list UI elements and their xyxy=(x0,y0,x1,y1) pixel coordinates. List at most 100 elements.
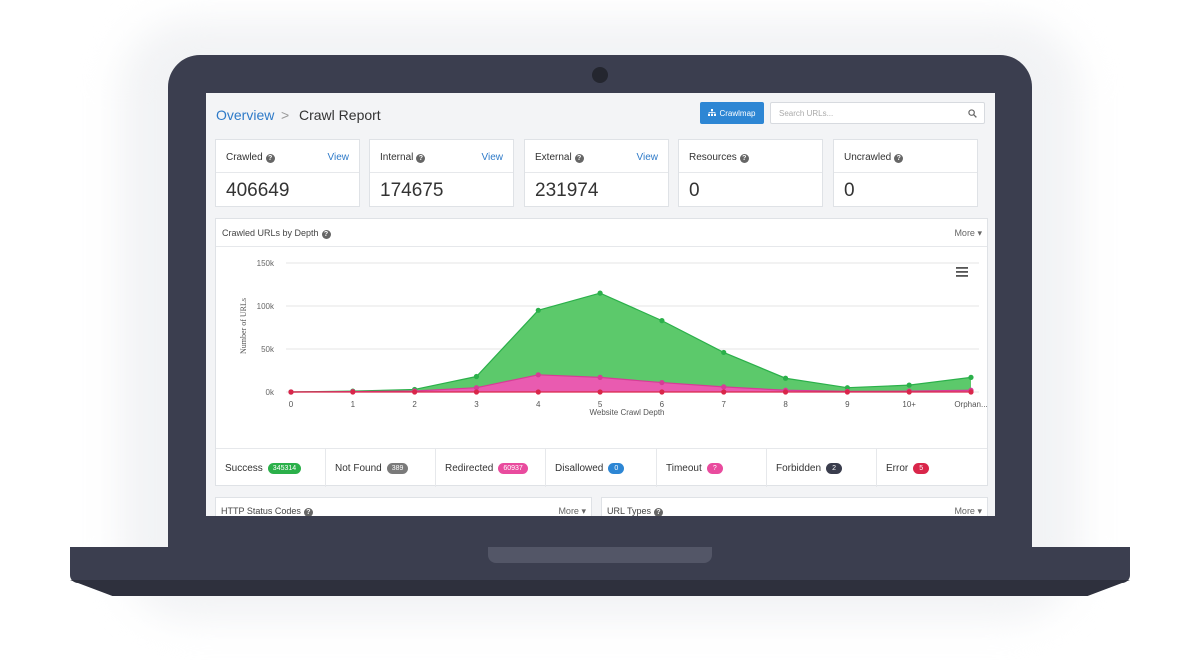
data-point-error[interactable] xyxy=(473,389,480,395)
card-view-link[interactable]: View xyxy=(327,152,350,163)
laptop-camera xyxy=(592,67,608,83)
breadcrumb-separator: > xyxy=(281,107,290,123)
x-tick-label: 7 xyxy=(722,400,727,409)
x-tick-label: 8 xyxy=(783,400,788,409)
crawlmap-button-label: Crawlmap xyxy=(719,108,756,118)
card-label: Internal? xyxy=(380,152,426,163)
status-count-badge: 345314 xyxy=(267,462,302,474)
help-icon[interactable]: ? xyxy=(574,154,584,163)
data-point-success[interactable] xyxy=(906,382,912,388)
card-crawled: Crawled? View 406649 xyxy=(215,139,360,207)
series-area-success xyxy=(291,293,971,392)
series-line-redirected xyxy=(290,374,972,393)
status-label: Not Found xyxy=(335,462,382,474)
data-point-redirected[interactable] xyxy=(721,384,727,390)
status-count-badge: 60937 xyxy=(498,462,528,474)
panel-title: HTTP Status Codes? xyxy=(221,506,313,516)
data-point-success[interactable] xyxy=(844,385,850,391)
card-view-link[interactable]: View xyxy=(636,152,659,163)
x-tick-label: 3 xyxy=(474,400,479,409)
data-point-success[interactable] xyxy=(535,307,541,313)
status-label: Redirected xyxy=(445,462,494,474)
url-types-panel: URL Types? More ▾ xyxy=(601,497,988,516)
more-dropdown[interactable]: More ▾ xyxy=(954,506,982,516)
help-icon[interactable]: ? xyxy=(303,508,313,516)
help-icon[interactable]: ? xyxy=(321,230,331,239)
y-tick-label: 150k xyxy=(257,259,275,268)
data-point-redirected[interactable] xyxy=(659,379,665,386)
panel-title: URL Types? xyxy=(607,506,664,516)
data-point-error[interactable] xyxy=(350,389,356,395)
data-point-success[interactable] xyxy=(659,318,665,324)
data-point-redirected[interactable] xyxy=(597,374,603,380)
sitemap-icon xyxy=(708,109,717,116)
caret-down-icon: ▾ xyxy=(977,228,982,238)
panel-title: Crawled URLs by Depth? xyxy=(222,228,331,239)
caret-down-icon: ▾ xyxy=(977,506,982,516)
card-external: External? View 231974 xyxy=(524,139,669,207)
y-axis-title: Number of URLs xyxy=(239,298,248,354)
data-point-success[interactable] xyxy=(597,290,603,296)
series-area-redirected xyxy=(291,374,971,392)
data-point-success[interactable] xyxy=(473,373,480,380)
y-tick-label: 0k xyxy=(266,388,275,397)
caret-down-icon: ▾ xyxy=(581,506,586,516)
help-icon[interactable]: ? xyxy=(265,154,275,163)
data-point-redirected[interactable] xyxy=(473,385,480,391)
status-not-found[interactable]: Not Found 389 xyxy=(326,449,436,487)
data-point-error[interactable] xyxy=(968,389,974,395)
data-point-error[interactable] xyxy=(535,389,541,395)
card-value: 406649 xyxy=(226,180,290,201)
series-line-success xyxy=(290,292,972,393)
data-point-error[interactable] xyxy=(597,389,603,395)
x-tick-label: 0 xyxy=(289,400,294,409)
x-tick-label: Orphan... xyxy=(954,400,987,409)
search-input[interactable]: Search URLs... xyxy=(770,102,985,124)
search-icon[interactable] xyxy=(968,109,977,118)
data-point-success[interactable] xyxy=(721,349,727,356)
breadcrumb-overview-link[interactable]: Overview xyxy=(216,107,275,123)
data-point-error[interactable] xyxy=(288,389,294,395)
y-tick-label: 100k xyxy=(257,302,275,311)
y-tick-label: 50k xyxy=(261,345,275,354)
x-tick-label: 6 xyxy=(660,400,665,409)
card-label: External? xyxy=(535,152,584,163)
status-redirected[interactable]: Redirected 60937 xyxy=(436,449,546,487)
card-value: 0 xyxy=(844,180,855,201)
data-point-error[interactable] xyxy=(721,389,727,395)
card-uncrawled: Uncrawled? 0 xyxy=(833,139,978,207)
card-label: Uncrawled? xyxy=(844,152,904,163)
data-point-error[interactable] xyxy=(659,389,665,395)
status-success[interactable]: Success 345314 xyxy=(216,449,326,487)
more-dropdown[interactable]: More ▾ xyxy=(954,228,982,238)
status-error[interactable]: Error 5 xyxy=(877,449,987,487)
data-point-error[interactable] xyxy=(782,389,789,395)
card-view-link[interactable]: View xyxy=(481,152,504,163)
status-disallowed[interactable]: Disallowed 0 xyxy=(546,449,657,487)
laptop-notch xyxy=(488,547,712,563)
data-point-redirected[interactable] xyxy=(535,372,541,378)
status-timeout[interactable]: Timeout ? xyxy=(657,449,767,487)
data-point-error[interactable] xyxy=(844,389,850,395)
crawlmap-button[interactable]: Crawlmap xyxy=(700,102,764,124)
status-forbidden[interactable]: Forbidden 2 xyxy=(767,449,877,487)
status-count-badge: 0 xyxy=(608,462,625,474)
hamburger-menu-icon[interactable] xyxy=(956,267,968,277)
more-dropdown[interactable]: More ▾ xyxy=(558,506,586,516)
page-title: Crawl Report xyxy=(299,107,381,123)
help-icon[interactable]: ? xyxy=(654,508,664,516)
card-label: Resources? xyxy=(689,152,749,163)
panel-header: Crawled URLs by Depth? More ▾ xyxy=(216,219,987,247)
data-point-error[interactable] xyxy=(906,389,912,395)
data-point-success[interactable] xyxy=(968,374,974,380)
status-count-badge: 389 xyxy=(386,462,409,474)
help-icon[interactable]: ? xyxy=(739,154,749,163)
x-tick-label: 4 xyxy=(536,400,541,409)
help-icon[interactable]: ? xyxy=(894,154,904,163)
laptop-screen: Overview > Crawl Report Crawlmap Search … xyxy=(206,93,995,516)
help-icon[interactable]: ? xyxy=(416,154,426,163)
data-point-success[interactable] xyxy=(782,375,789,381)
x-tick-label: 2 xyxy=(412,400,417,409)
data-point-error[interactable] xyxy=(412,389,418,395)
card-internal: Internal? View 174675 xyxy=(369,139,514,207)
